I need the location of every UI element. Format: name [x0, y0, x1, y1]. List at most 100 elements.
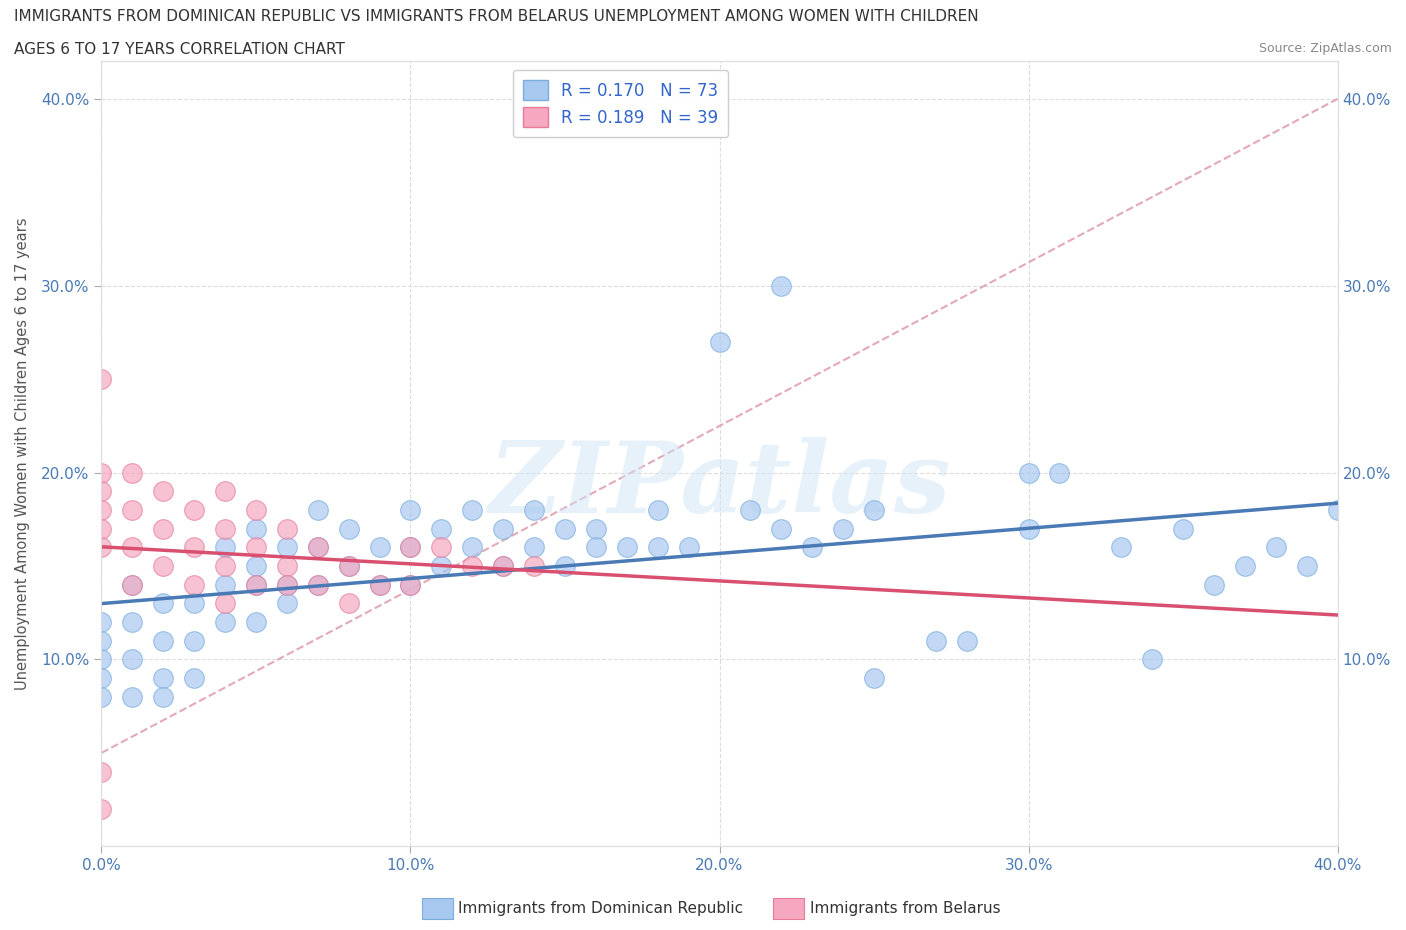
Point	[152, 633, 174, 648]
Point	[1295, 559, 1317, 574]
Point	[399, 502, 422, 517]
Point	[245, 540, 267, 555]
Point	[492, 521, 515, 536]
Point	[863, 502, 886, 517]
Point	[307, 578, 329, 592]
Point	[245, 502, 267, 517]
Point	[90, 372, 112, 387]
Point	[152, 559, 174, 574]
Point	[956, 633, 979, 648]
Point	[152, 671, 174, 685]
Point	[1264, 540, 1286, 555]
Point	[214, 484, 236, 498]
Point	[523, 559, 546, 574]
Point	[523, 540, 546, 555]
Point	[554, 559, 576, 574]
Point	[245, 578, 267, 592]
Point	[430, 540, 453, 555]
Point	[399, 578, 422, 592]
Point	[647, 540, 669, 555]
Text: ZIPatlas: ZIPatlas	[488, 437, 950, 534]
Point	[368, 540, 391, 555]
Point	[245, 578, 267, 592]
Point	[90, 689, 112, 704]
Point	[90, 484, 112, 498]
Point	[152, 689, 174, 704]
Point	[183, 596, 205, 611]
Point	[337, 521, 360, 536]
Point	[1171, 521, 1194, 536]
Point	[461, 502, 484, 517]
Point	[90, 764, 112, 779]
Point	[337, 559, 360, 574]
Point	[183, 540, 205, 555]
Point	[492, 559, 515, 574]
Point	[337, 559, 360, 574]
Point	[770, 278, 793, 293]
Point	[554, 521, 576, 536]
Point	[90, 633, 112, 648]
Point	[307, 502, 329, 517]
Point	[90, 802, 112, 817]
Point	[214, 540, 236, 555]
Point	[90, 465, 112, 480]
Point	[183, 671, 205, 685]
Point	[245, 521, 267, 536]
Point	[152, 484, 174, 498]
Point	[925, 633, 948, 648]
Point	[214, 596, 236, 611]
Point	[90, 521, 112, 536]
Point	[121, 615, 143, 630]
Point	[863, 671, 886, 685]
Point	[585, 521, 607, 536]
Point	[276, 578, 298, 592]
Point	[709, 335, 731, 350]
Point	[430, 521, 453, 536]
Point	[616, 540, 638, 555]
Point	[1326, 502, 1348, 517]
Point	[183, 578, 205, 592]
Point	[461, 559, 484, 574]
Point	[1018, 465, 1040, 480]
Point	[307, 540, 329, 555]
Legend: R = 0.170   N = 73, R = 0.189   N = 39: R = 0.170 N = 73, R = 0.189 N = 39	[513, 70, 728, 137]
Point	[90, 671, 112, 685]
Text: Immigrants from Dominican Republic: Immigrants from Dominican Republic	[458, 901, 744, 916]
Point	[1202, 578, 1225, 592]
Point	[430, 559, 453, 574]
Point	[152, 521, 174, 536]
Point	[245, 615, 267, 630]
Point	[399, 578, 422, 592]
Text: Immigrants from Belarus: Immigrants from Belarus	[810, 901, 1001, 916]
Point	[678, 540, 700, 555]
Point	[585, 540, 607, 555]
Point	[214, 615, 236, 630]
Point	[121, 540, 143, 555]
Point	[523, 502, 546, 517]
Point	[276, 521, 298, 536]
Text: IMMIGRANTS FROM DOMINICAN REPUBLIC VS IMMIGRANTS FROM BELARUS UNEMPLOYMENT AMONG: IMMIGRANTS FROM DOMINICAN REPUBLIC VS IM…	[14, 9, 979, 24]
Point	[832, 521, 855, 536]
Text: AGES 6 TO 17 YEARS CORRELATION CHART: AGES 6 TO 17 YEARS CORRELATION CHART	[14, 42, 344, 57]
Text: Source: ZipAtlas.com: Source: ZipAtlas.com	[1258, 42, 1392, 55]
Point	[183, 633, 205, 648]
Point	[1140, 652, 1163, 667]
Point	[121, 578, 143, 592]
Point	[214, 521, 236, 536]
Point	[770, 521, 793, 536]
Point	[647, 502, 669, 517]
Point	[214, 559, 236, 574]
Point	[368, 578, 391, 592]
Point	[183, 502, 205, 517]
Point	[121, 652, 143, 667]
Point	[307, 540, 329, 555]
Point	[214, 578, 236, 592]
Point	[121, 689, 143, 704]
Point	[90, 652, 112, 667]
Point	[337, 596, 360, 611]
Point	[1018, 521, 1040, 536]
Point	[121, 502, 143, 517]
Point	[740, 502, 762, 517]
Point	[276, 559, 298, 574]
Point	[399, 540, 422, 555]
